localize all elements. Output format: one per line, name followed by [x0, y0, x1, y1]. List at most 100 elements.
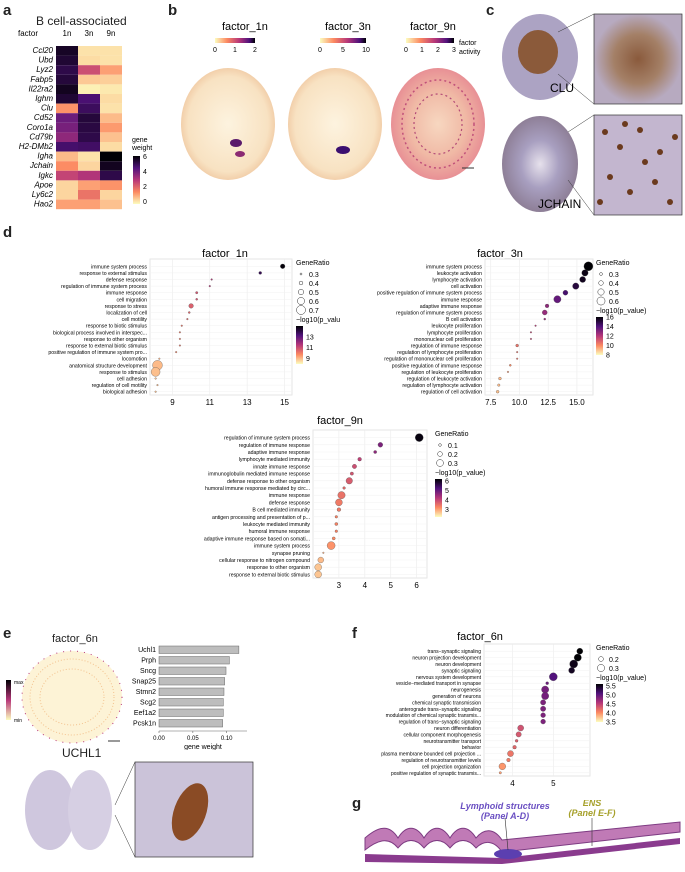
term-dot: [154, 390, 157, 393]
term-label: immune response: [269, 493, 310, 499]
color-legend-title: −log10(p_value): [596, 308, 646, 315]
heatmap-col-label: 9n: [107, 29, 116, 38]
term-dot: [553, 295, 562, 304]
term-dot: [507, 750, 514, 757]
tissue-map-3n: [288, 68, 382, 180]
color-legend-tick: 5.0: [606, 692, 616, 699]
term-label: regulation of leukocyte activation: [407, 377, 482, 383]
heatmap-row-label: Ighm: [35, 94, 53, 103]
term-dot: [540, 705, 546, 712]
term-dot: [534, 324, 537, 327]
term-dot: [516, 357, 519, 360]
ihc-stain-dot: [642, 159, 648, 165]
term-dot: [572, 282, 580, 290]
term-dot: [515, 739, 519, 743]
term-label: positive regulation of immune system pro…: [377, 291, 482, 297]
term-label: vesicle−mediated transport in synapse: [396, 681, 481, 687]
term-dot: [541, 692, 549, 700]
color-legend-tick: 16: [606, 315, 614, 322]
color-legend-tick: 10: [606, 343, 614, 350]
term-dot: [517, 724, 524, 732]
size-legend-title: GeneRatio: [296, 260, 330, 267]
heatmap-row-label: H2-DMb2: [19, 142, 54, 151]
term-label: regulation of immune system process: [61, 284, 147, 290]
bar-category-label: Eef1a2: [134, 710, 156, 717]
heatmap-col-header: factor: [18, 29, 38, 38]
legend-min: min: [14, 718, 22, 724]
dotplot-factor-3n: factor_3n 7.5 10.0 12.5 15.0 immune system pr…: [377, 248, 646, 407]
ihc-stain-dot: [637, 127, 643, 133]
ihc-clu-zoom: [593, 13, 683, 105]
factor-activity-label-2: activity: [459, 49, 481, 56]
term-label: response to other organism: [84, 337, 147, 343]
factor-activity-label-1: factor: [459, 40, 477, 47]
term-dot: [545, 681, 549, 685]
heatmap-cell: [78, 113, 100, 123]
term-dot: [337, 491, 346, 500]
term-dot: [178, 337, 181, 340]
size-legend-title: GeneRatio: [435, 431, 469, 438]
x-tick-label: 15.0: [569, 398, 585, 407]
size-legend-dot: [437, 451, 443, 457]
term-dot: [280, 263, 286, 269]
ihc-uchl1-ganglion: [171, 783, 209, 841]
heatmap-row-label: Coro1a: [27, 123, 54, 132]
bar-category-label: Uchl1: [138, 647, 156, 654]
term-label: response to biotic stimulus: [86, 324, 148, 330]
term-dot: [195, 298, 198, 301]
size-legend-label: 0.4: [309, 281, 319, 288]
term-label: adaptive immune response based on somati…: [204, 536, 310, 542]
size-legend-label: 0.5: [309, 290, 319, 297]
map-title-6n: factor_6n: [52, 633, 98, 645]
size-legend-dot: [298, 289, 304, 295]
term-dot: [195, 291, 199, 295]
term-dot: [342, 486, 346, 490]
heatmap-cell: [56, 142, 78, 152]
heatmap-cell: [56, 190, 78, 200]
bar-category-label: Snap25: [132, 679, 156, 686]
heatmap-cell: [56, 55, 78, 66]
term-label: modulation of chemical synaptic transmis…: [386, 713, 481, 719]
color-legend-tick: 5: [445, 488, 449, 495]
heatmap-cell: [78, 199, 100, 210]
term-dot: [350, 471, 354, 476]
term-dot: [334, 522, 339, 526]
heatmap-cell: [78, 94, 100, 104]
x-tick-label: 9: [170, 398, 175, 407]
heatmap-row-label: Fabp5: [30, 75, 53, 84]
tissue-map-9n: [391, 68, 485, 180]
term-dot: [317, 556, 324, 564]
term-label: innate immune response: [253, 464, 310, 470]
map-tick: 0: [318, 47, 322, 54]
term-dot: [541, 685, 549, 694]
term-dot: [545, 303, 550, 308]
term-dot: [314, 563, 322, 571]
size-legend-label: 0.3: [609, 272, 619, 279]
map-tick: 2: [436, 47, 440, 54]
term-label: neuron differentiation: [434, 726, 481, 732]
x-tick-label: 7.5: [485, 398, 497, 407]
term-label: trans−synaptic signaling: [427, 649, 481, 655]
term-dot: [373, 450, 377, 454]
x-tick-label: 12.5: [540, 398, 556, 407]
term-label: synaptic signaling: [442, 668, 482, 674]
heatmap-row-label: Cd52: [34, 113, 54, 122]
color-legend-tick: 3.5: [606, 720, 616, 727]
ihc-uchl1-tissue: [68, 770, 112, 850]
heatmap-cell: [100, 161, 122, 171]
term-dot: [158, 357, 161, 360]
heatmap-row-label: Clu: [41, 104, 54, 113]
term-dot: [326, 541, 336, 550]
term-label: regulation of lymphocyte proliferation: [397, 350, 482, 356]
term-label: cell adhesion: [117, 377, 147, 383]
term-dot: [530, 337, 532, 340]
map-tick: 10: [362, 47, 370, 54]
heatmap-cell: [56, 65, 78, 75]
bar-x-label: gene weight: [184, 744, 222, 750]
gut-schematic: Lymphoid structures (Panel A-D) ENS (Pan…: [364, 800, 681, 864]
term-label: leukocyte proliferation: [432, 324, 483, 330]
term-label: immunoglobulin mediated immune response: [208, 472, 310, 478]
heatmap-cell: [56, 151, 78, 162]
panel-label-e: e: [3, 625, 12, 642]
term-dot: [515, 731, 522, 738]
